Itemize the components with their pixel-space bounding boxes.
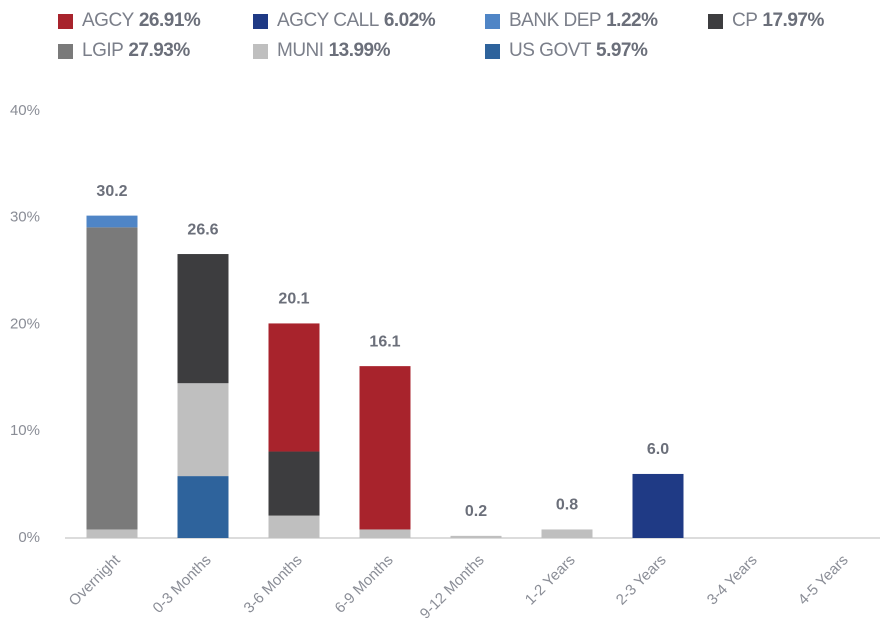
total-label: 26.6 <box>187 221 218 238</box>
x-tick-label: 2-3 Years <box>613 552 670 609</box>
legend-label: MUNI <box>277 40 324 61</box>
total-label: 0.2 <box>465 503 487 520</box>
y-tick-label: 10% <box>10 422 40 439</box>
legend-label: AGCY <box>82 10 134 31</box>
legend-label: LGIP <box>82 40 124 61</box>
bar-segment <box>268 515 320 538</box>
y-tick-label: 20% <box>10 315 40 332</box>
legend: US GOVT 5.97% MUNI 13.99% LGIP 27.93% CP 17.97%… <box>58 6 878 66</box>
legend-share: 5.97% <box>596 40 648 61</box>
legend-label: CP <box>732 10 758 31</box>
legend-item: BANK DEP 1.22% <box>485 6 708 36</box>
bar-segment <box>359 366 411 530</box>
x-tick-label: 1-2 Years <box>522 552 579 609</box>
x-tick-label: 3-4 Years <box>704 552 761 609</box>
legend-item: LGIP 27.93% <box>58 36 253 66</box>
total-label: 6.0 <box>647 441 669 458</box>
legend-label: BANK DEP <box>509 10 602 31</box>
total-label: 30.2 <box>96 183 127 200</box>
bar-segment <box>359 529 411 538</box>
legend-swatch <box>58 43 73 59</box>
bar-segment <box>177 476 229 538</box>
total-label: 20.1 <box>278 291 309 308</box>
y-tick-label: 40% <box>10 102 40 119</box>
bar-segment <box>632 473 684 538</box>
legend-share: 6.02% <box>383 10 436 31</box>
bar-segment <box>450 535 502 538</box>
bar-segment <box>541 529 593 538</box>
x-tick-label: 0-3 Months <box>150 552 215 617</box>
x-tick-label: 9-12 Months <box>417 552 488 618</box>
legend-share: 27.93% <box>128 40 190 61</box>
bar-segment <box>177 383 229 477</box>
bar-segment <box>86 215 138 228</box>
bar-segment <box>268 323 320 452</box>
x-tick-label: 6-9 Months <box>332 552 397 617</box>
legend-swatch <box>253 13 268 29</box>
x-tick-label: 4-5 Years <box>795 552 852 609</box>
legend-item: MUNI 13.99% <box>253 36 485 66</box>
legend-swatch <box>253 43 268 59</box>
total-label: 0.8 <box>556 497 578 514</box>
x-tick-label: Overnight <box>66 551 125 610</box>
legend-label: US GOVT <box>509 40 592 61</box>
legend-share: 17.97% <box>762 10 824 31</box>
bar-segment <box>177 254 229 384</box>
y-tick-label: 30% <box>10 209 40 226</box>
legend-item: US GOVT 5.97% <box>485 36 708 66</box>
bar-segment <box>268 451 320 516</box>
legend-swatch <box>708 13 723 29</box>
legend-label: AGCY CALL <box>277 10 379 31</box>
y-tick-label: 0% <box>18 529 40 546</box>
x-tick-label: 3-6 Months <box>241 552 306 617</box>
legend-item: AGCY CALL 6.02% <box>253 6 485 36</box>
bar-segment <box>86 227 138 530</box>
legend-share: 1.22% <box>606 10 658 31</box>
legend-swatch <box>485 43 500 59</box>
legend-share: 13.99% <box>328 40 391 61</box>
legend-item: AGCY 26.91% <box>58 6 253 36</box>
total-label: 16.1 <box>369 333 400 350</box>
legend-item: CP 17.97% <box>708 6 878 36</box>
legend-swatch <box>58 13 73 29</box>
legend-swatch <box>485 13 500 29</box>
legend-share: 26.91% <box>138 10 201 31</box>
bar-segment <box>86 529 138 538</box>
